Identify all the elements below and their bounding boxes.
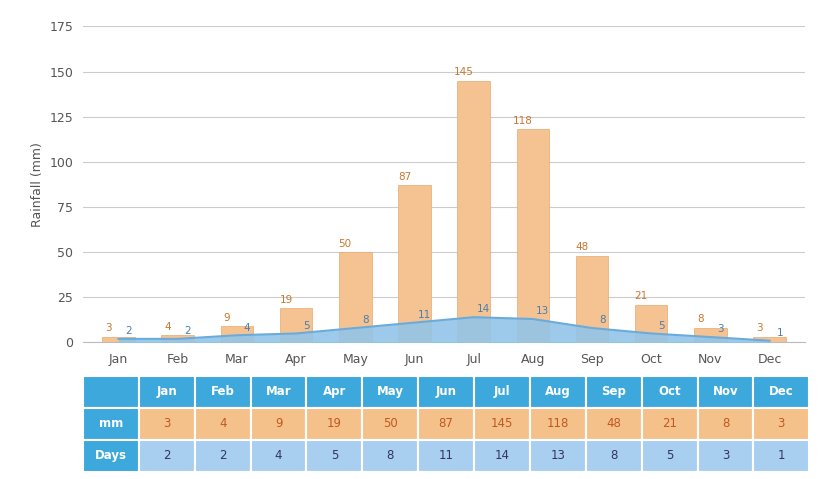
Text: 8: 8 [697, 314, 704, 324]
Text: 50: 50 [339, 239, 352, 249]
Text: 21: 21 [634, 291, 647, 301]
Text: 50: 50 [383, 417, 398, 431]
Text: 8: 8 [362, 315, 369, 325]
Text: 5: 5 [658, 321, 665, 331]
Text: 2: 2 [184, 326, 191, 336]
Text: 9: 9 [275, 417, 282, 431]
Text: 4: 4 [164, 321, 171, 331]
Text: 3: 3 [722, 449, 729, 462]
Text: 2: 2 [163, 449, 170, 462]
Text: 5: 5 [330, 449, 338, 462]
Bar [161, 335, 194, 342]
Text: 8: 8 [387, 449, 394, 462]
Text: 19: 19 [327, 417, 342, 431]
Bar [280, 308, 312, 342]
Text: 118: 118 [513, 116, 533, 125]
Bar [457, 80, 490, 342]
Text: 4: 4 [275, 449, 282, 462]
Text: Aug: Aug [545, 386, 571, 399]
Text: Mar: Mar [266, 386, 291, 399]
Bar [102, 337, 134, 342]
Text: 8: 8 [722, 417, 729, 431]
Text: 48: 48 [575, 242, 588, 252]
Text: Apr: Apr [323, 386, 346, 399]
Text: 14: 14 [477, 305, 491, 315]
Text: 48: 48 [606, 417, 621, 431]
Text: Jan: Jan [156, 386, 177, 399]
Text: 3: 3 [105, 323, 112, 333]
Bar [516, 129, 549, 342]
Text: 3: 3 [756, 323, 763, 333]
Text: Oct: Oct [658, 386, 681, 399]
Text: 3: 3 [717, 324, 724, 334]
Bar [221, 326, 253, 342]
Text: Jun: Jun [436, 386, 456, 399]
Text: 87: 87 [398, 171, 411, 182]
Bar [754, 337, 786, 342]
Text: 3: 3 [778, 417, 785, 431]
Text: 3: 3 [164, 417, 170, 431]
Text: Feb: Feb [211, 386, 235, 399]
Text: 5: 5 [666, 449, 673, 462]
Text: 4: 4 [244, 322, 251, 332]
Text: mm: mm [99, 417, 123, 431]
Text: Dec: Dec [769, 386, 793, 399]
Text: 14: 14 [495, 449, 510, 462]
Text: 87: 87 [439, 417, 453, 431]
Text: 8: 8 [610, 449, 618, 462]
Bar [694, 328, 727, 342]
Text: 13: 13 [550, 449, 565, 462]
Bar [398, 185, 431, 342]
Text: 8: 8 [598, 315, 605, 325]
Text: 19: 19 [280, 295, 293, 305]
Text: 2: 2 [219, 449, 227, 462]
Text: 4: 4 [219, 417, 227, 431]
Text: Nov: Nov [713, 386, 738, 399]
Text: 1: 1 [778, 449, 785, 462]
Bar [339, 252, 372, 342]
Bar [635, 305, 667, 342]
Text: 21: 21 [662, 417, 677, 431]
Text: 145: 145 [491, 417, 513, 431]
Text: 11: 11 [438, 449, 454, 462]
Text: 1: 1 [776, 328, 783, 338]
Text: May: May [377, 386, 403, 399]
Legend: Average Precipitation(mm), Average Rain Days: Average Precipitation(mm), Average Rain … [256, 387, 632, 412]
Text: 11: 11 [417, 310, 431, 320]
Text: 5: 5 [303, 321, 310, 331]
Text: 2: 2 [125, 326, 132, 336]
Text: Days: Days [95, 449, 127, 462]
Text: 9: 9 [223, 313, 230, 323]
Y-axis label: Rainfall (mm): Rainfall (mm) [31, 142, 44, 227]
Text: Sep: Sep [601, 386, 626, 399]
Text: Jul: Jul [494, 386, 510, 399]
Text: 13: 13 [536, 306, 549, 316]
Bar [576, 256, 608, 342]
Text: 118: 118 [547, 417, 569, 431]
Text: 145: 145 [454, 67, 474, 77]
